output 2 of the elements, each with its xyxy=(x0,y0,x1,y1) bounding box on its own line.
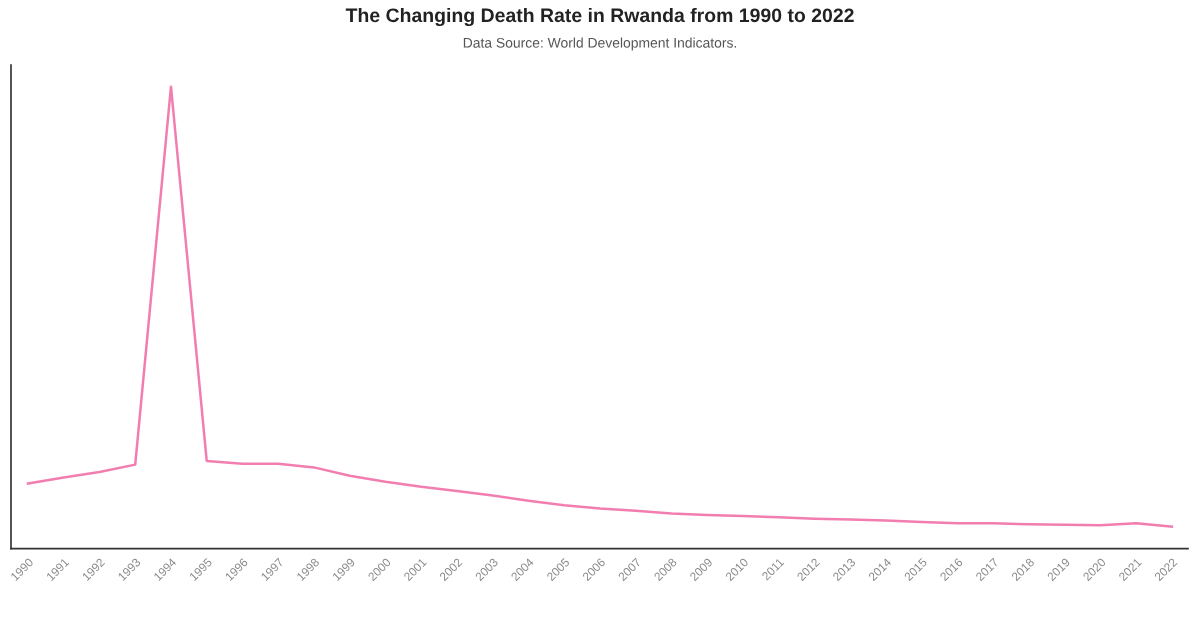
chart-title: The Changing Death Rate in Rwanda from 1990 to 2022 xyxy=(345,7,854,27)
chart-subtitle: Data Source: World Development Indicators. xyxy=(463,37,737,51)
